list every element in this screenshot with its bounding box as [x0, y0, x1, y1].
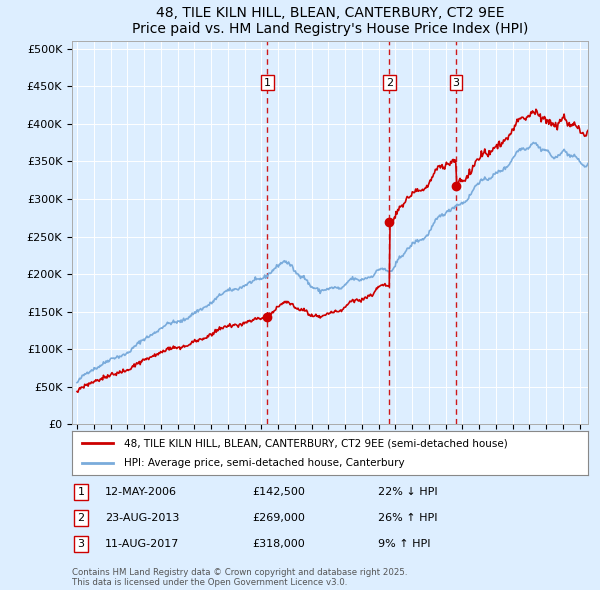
Text: 2: 2 [77, 513, 85, 523]
Title: 48, TILE KILN HILL, BLEAN, CANTERBURY, CT2 9EE
Price paid vs. HM Land Registry's: 48, TILE KILN HILL, BLEAN, CANTERBURY, C… [132, 6, 528, 36]
Text: £142,500: £142,500 [252, 487, 305, 497]
Text: 1: 1 [77, 487, 85, 497]
Text: 23-AUG-2013: 23-AUG-2013 [105, 513, 179, 523]
Text: 48, TILE KILN HILL, BLEAN, CANTERBURY, CT2 9EE (semi-detached house): 48, TILE KILN HILL, BLEAN, CANTERBURY, C… [124, 438, 508, 448]
Text: Contains HM Land Registry data © Crown copyright and database right 2025.
This d: Contains HM Land Registry data © Crown c… [72, 568, 407, 587]
Text: 3: 3 [77, 539, 85, 549]
Text: 22% ↓ HPI: 22% ↓ HPI [378, 487, 437, 497]
Text: 26% ↑ HPI: 26% ↑ HPI [378, 513, 437, 523]
Text: 12-MAY-2006: 12-MAY-2006 [105, 487, 177, 497]
Text: 9% ↑ HPI: 9% ↑ HPI [378, 539, 431, 549]
Text: £318,000: £318,000 [252, 539, 305, 549]
Text: 2: 2 [386, 78, 393, 88]
Text: £269,000: £269,000 [252, 513, 305, 523]
Text: 11-AUG-2017: 11-AUG-2017 [105, 539, 179, 549]
Text: HPI: Average price, semi-detached house, Canterbury: HPI: Average price, semi-detached house,… [124, 458, 404, 468]
Text: 1: 1 [264, 78, 271, 88]
Text: 3: 3 [452, 78, 460, 88]
